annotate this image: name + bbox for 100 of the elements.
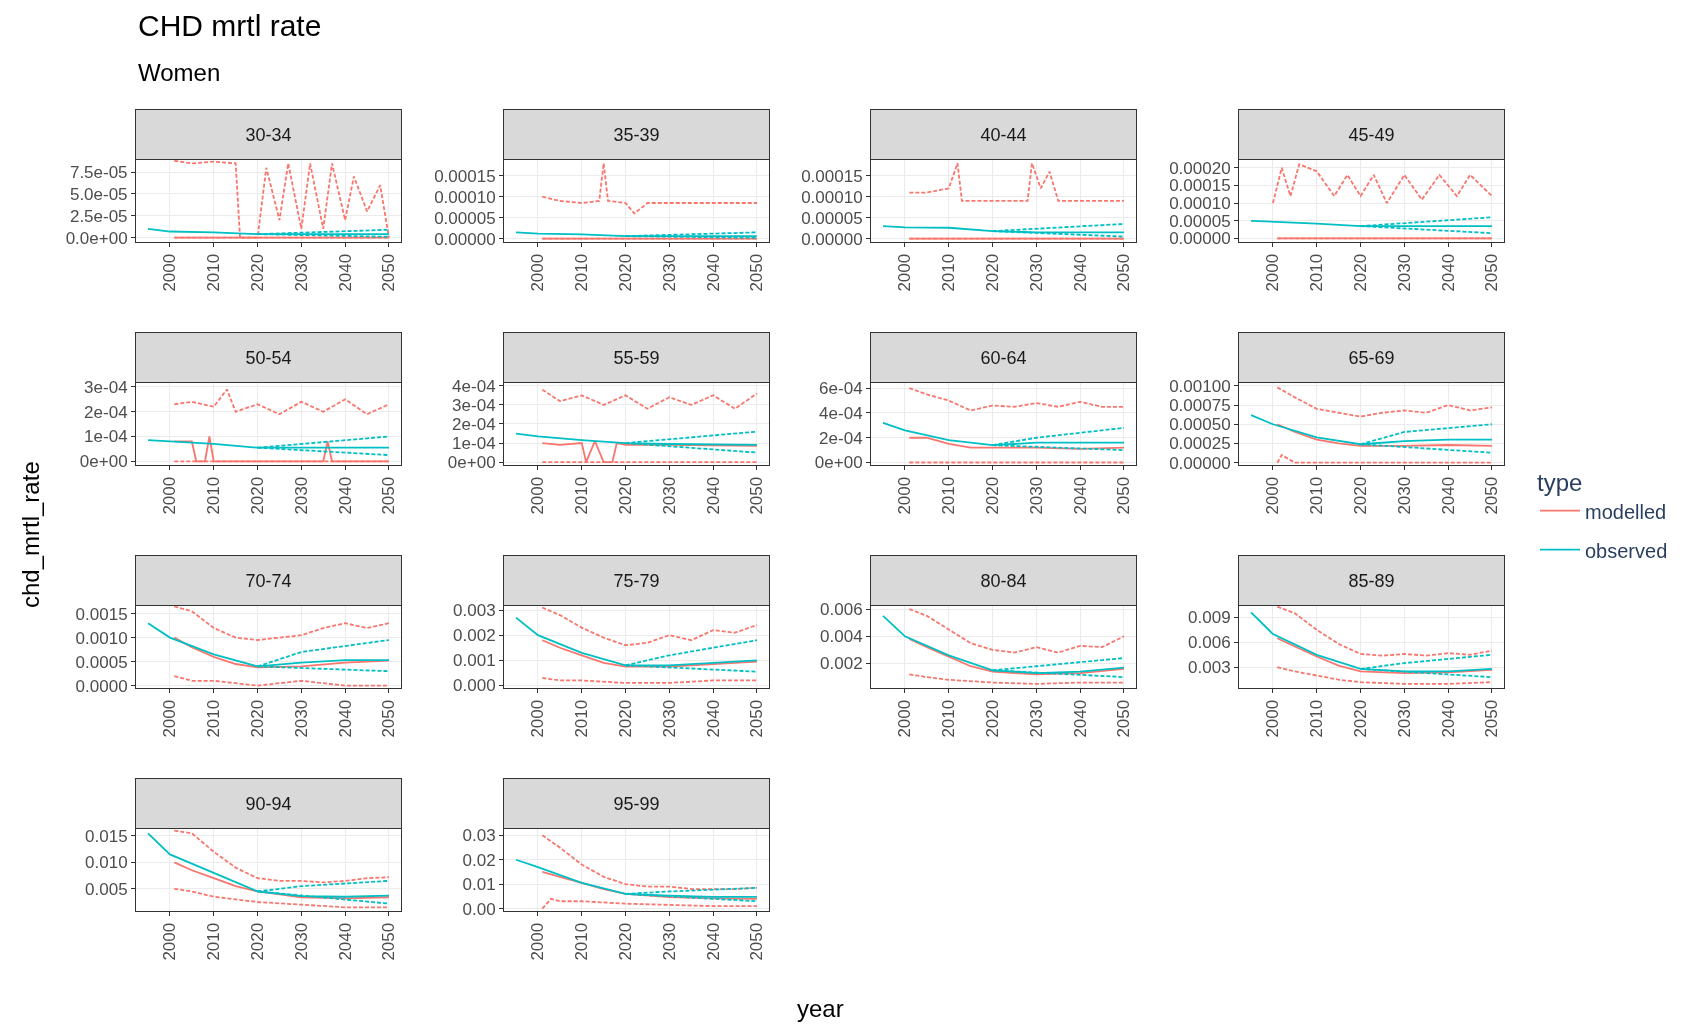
x-tick-label: 2000	[528, 476, 548, 515]
x-tick-label: 2040	[1070, 253, 1090, 292]
x-tick-label: 2000	[160, 699, 180, 738]
x-tick-label: 2040	[1438, 476, 1458, 515]
y-tick-label: 0.00000	[1169, 453, 1231, 473]
y-tick-label: 0.00020	[1169, 158, 1231, 178]
x-tick-label: 2020	[983, 476, 1003, 515]
legend-label: modelled	[1585, 500, 1667, 523]
x-tick-label: 2030	[1394, 699, 1414, 738]
x-tick-label: 2000	[895, 253, 915, 292]
x-tick-label: 2050	[379, 253, 399, 292]
chart-title: 90-94	[245, 793, 292, 814]
x-tick-label: 2020	[616, 476, 636, 515]
x-tick-label: 2020	[1351, 476, 1371, 515]
x-tick-label: 2020	[616, 253, 636, 292]
y-tick-label: 0.0e+00	[65, 228, 128, 248]
x-tick-label: 2000	[528, 699, 548, 738]
y-tick-label: 1e-04	[84, 427, 128, 447]
chart-title: 50-54	[245, 347, 292, 368]
x-tick-label: 2050	[1482, 253, 1502, 292]
x-tick-label: 2050	[747, 253, 767, 292]
y-tick-label: 0.00010	[434, 187, 496, 207]
y-tick-label: 0.001	[453, 651, 496, 671]
y-tick-label: 0.015	[85, 826, 128, 846]
y-tick-label: 3e-04	[84, 377, 128, 397]
y-tick-label: 0.00025	[1169, 434, 1231, 454]
y-tick-label: 7.5e-05	[69, 163, 128, 183]
x-tick-label: 2010	[1307, 253, 1327, 292]
y-tick-label: 0.00	[462, 899, 496, 919]
chart-title: 35-39	[613, 124, 660, 145]
x-tick-label: 2050	[747, 476, 767, 515]
x-tick-label: 2010	[204, 699, 224, 738]
x-tick-label: 2050	[1482, 699, 1502, 738]
x-tick-label: 2040	[1438, 253, 1458, 292]
y-tick-label: 1e-04	[452, 434, 496, 454]
y-tick-label: 0.00005	[434, 208, 496, 228]
x-tick-label: 2010	[572, 699, 592, 738]
x-tick-label: 2010	[572, 476, 592, 515]
text: CHD mrtl rate	[138, 9, 322, 42]
x-tick-label: 2040	[335, 699, 355, 738]
y-tick-label: 0.010	[85, 853, 128, 873]
x-tick-label: 2020	[983, 699, 1003, 738]
y-tick-label: 0.003	[453, 600, 496, 620]
y-tick-label: 0.00005	[1169, 211, 1231, 231]
y-tick-label: 0.002	[820, 654, 863, 674]
x-tick-label: 2040	[335, 253, 355, 292]
y-tick-label: 0.01	[462, 875, 496, 895]
legend-label: observed	[1585, 539, 1668, 562]
x-tick-label: 2040	[703, 699, 723, 738]
chart-title: 45-49	[1348, 124, 1395, 145]
y-tick-label: 0e+00	[79, 452, 128, 472]
x-tick-label: 2000	[1263, 253, 1283, 292]
x-tick-label: 2000	[160, 922, 180, 961]
y-tick-label: 0.006	[820, 600, 863, 620]
x-tick-label: 2010	[939, 253, 959, 292]
x-tick-label: 2010	[572, 922, 592, 961]
x-tick-label: 2030	[659, 922, 679, 961]
y-tick-label: 2e-04	[84, 402, 128, 422]
x-tick-label: 2050	[1482, 476, 1502, 515]
chart-title: 65-69	[1348, 347, 1395, 368]
y-tick-label: 0.0010	[75, 628, 128, 648]
y-tick-label: 0.002	[453, 626, 496, 646]
y-tick-label: 0.003	[1188, 658, 1231, 678]
x-tick-label: 2020	[1351, 699, 1371, 738]
x-tick-label: 2010	[1307, 699, 1327, 738]
x-tick-label: 2020	[248, 922, 268, 961]
x-tick-label: 2040	[1070, 476, 1090, 515]
legend-title: type	[1537, 469, 1583, 497]
chart-title: 85-89	[1348, 570, 1395, 591]
x-tick-label: 2000	[895, 699, 915, 738]
x-tick-label: 2030	[291, 699, 311, 738]
x-tick-label: 2030	[291, 253, 311, 292]
y-tick-label: 0.00015	[434, 166, 496, 186]
x-tick-label: 2050	[379, 476, 399, 515]
y-tick-label: 4e-04	[819, 403, 863, 423]
x-tick-label: 2000	[160, 476, 180, 515]
y-tick-label: 2.5e-05	[69, 206, 128, 226]
y-tick-label: 0.000	[453, 676, 496, 696]
x-tick-label: 2030	[291, 922, 311, 961]
x-tick-label: 2040	[703, 253, 723, 292]
x-tick-label: 2000	[528, 922, 548, 961]
y-tick-label: 3e-04	[452, 395, 496, 415]
y-tick-label: 0.0000	[75, 676, 128, 696]
x-tick-label: 2000	[1263, 699, 1283, 738]
chart-title: 30-34	[245, 124, 292, 145]
text: year	[797, 995, 844, 1022]
x-tick-label: 2050	[747, 699, 767, 738]
y-tick-label: 0.00050	[1169, 415, 1231, 435]
x-tick-label: 2000	[160, 253, 180, 292]
y-tick-label: 0.004	[820, 627, 863, 647]
x-tick-label: 2040	[335, 476, 355, 515]
x-tick-label: 2020	[248, 253, 268, 292]
y-tick-label: 0.02	[462, 850, 496, 870]
x-tick-label: 2030	[1394, 476, 1414, 515]
x-tick-label: 2050	[379, 699, 399, 738]
x-tick-label: 2010	[1307, 476, 1327, 515]
x-tick-label: 2030	[1026, 476, 1046, 515]
x-tick-label: 2000	[528, 253, 548, 292]
x-tick-label: 2020	[616, 922, 636, 961]
x-tick-label: 2040	[703, 476, 723, 515]
